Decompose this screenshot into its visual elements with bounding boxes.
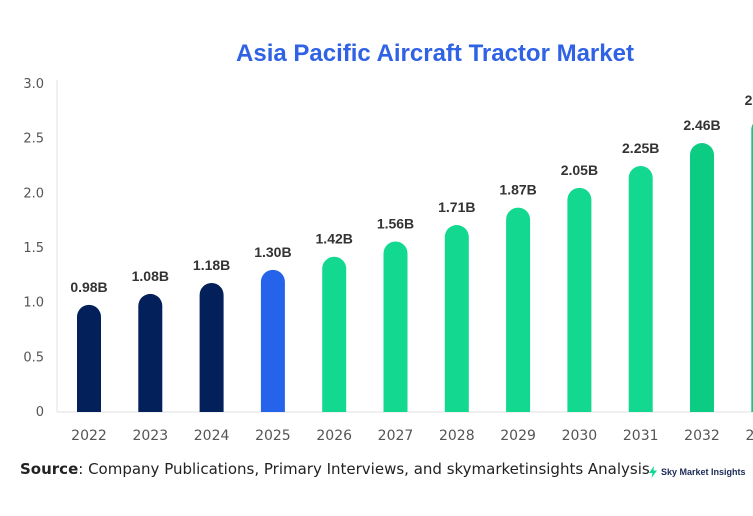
lightning-bolt-icon bbox=[649, 466, 657, 478]
y-tick-label: 1.5 bbox=[23, 241, 44, 256]
bar-2026 bbox=[322, 256, 347, 412]
x-tick-label: 2026 bbox=[316, 428, 352, 444]
data-label: 1.42B bbox=[316, 231, 353, 247]
x-tick-label: 2023 bbox=[132, 428, 168, 444]
y-tick-label: 0.5 bbox=[23, 350, 44, 365]
data-label: 1.71B bbox=[438, 199, 475, 215]
data-label: 2.05B bbox=[561, 162, 598, 178]
data-label: 2.69B bbox=[745, 92, 753, 108]
x-tick-label: 2028 bbox=[439, 428, 475, 444]
bar-2022 bbox=[77, 304, 101, 412]
source-note: Source: Company Publications, Primary In… bbox=[20, 460, 650, 478]
bar-2023 bbox=[138, 293, 163, 412]
bar-2031 bbox=[628, 166, 653, 412]
bar-chart: 0 0.5 1.0 1.5 2.0 2.5 3.0 2022 2023 2024 2025 2026… bbox=[23, 77, 753, 444]
bar-2030 bbox=[567, 187, 592, 412]
source-text: : Company Publications, Primary Intervie… bbox=[78, 460, 650, 478]
x-tick-label: 2032 bbox=[684, 428, 720, 444]
bar-2029 bbox=[506, 207, 531, 412]
data-label: 1.87B bbox=[499, 182, 536, 198]
x-tick-label: 2030 bbox=[562, 428, 598, 444]
brand-logo: Sky Market Insights bbox=[648, 466, 746, 478]
data-label: 2.46B bbox=[683, 117, 720, 133]
chart-title: Asia Pacific Aircraft Tractor Market bbox=[236, 40, 634, 67]
x-tick-label: 2024 bbox=[194, 428, 230, 444]
y-tick-label: 2.0 bbox=[23, 186, 44, 201]
brand-name: Sky Market Insights bbox=[661, 467, 746, 477]
data-label: 1.08B bbox=[132, 268, 169, 284]
source-label: Source bbox=[20, 460, 79, 478]
y-tick-label: 1.0 bbox=[23, 296, 44, 311]
bar-2025 bbox=[260, 269, 285, 412]
y-tick-label: 3.0 bbox=[23, 77, 44, 92]
x-tick-label: 2025 bbox=[255, 428, 291, 444]
data-label: 1.56B bbox=[377, 215, 414, 231]
bar-2032 bbox=[690, 143, 714, 412]
data-label: 0.98B bbox=[70, 279, 107, 295]
data-label: 1.30B bbox=[254, 244, 291, 260]
bar-2027 bbox=[383, 241, 408, 412]
y-tick-label: 0 bbox=[36, 405, 44, 420]
x-tick-label: 2027 bbox=[378, 428, 414, 444]
x-tick-label: 2031 bbox=[623, 428, 659, 444]
data-label: 1.18B bbox=[193, 257, 230, 273]
bar-2024 bbox=[199, 282, 224, 412]
data-label: 2.25B bbox=[622, 140, 659, 156]
x-tick-label: 2033 bbox=[745, 428, 753, 444]
y-tick-label: 2.5 bbox=[23, 132, 44, 147]
x-tick-label: 2029 bbox=[500, 428, 536, 444]
x-tick-label: 2022 bbox=[71, 428, 107, 444]
bar-2028 bbox=[444, 225, 469, 412]
